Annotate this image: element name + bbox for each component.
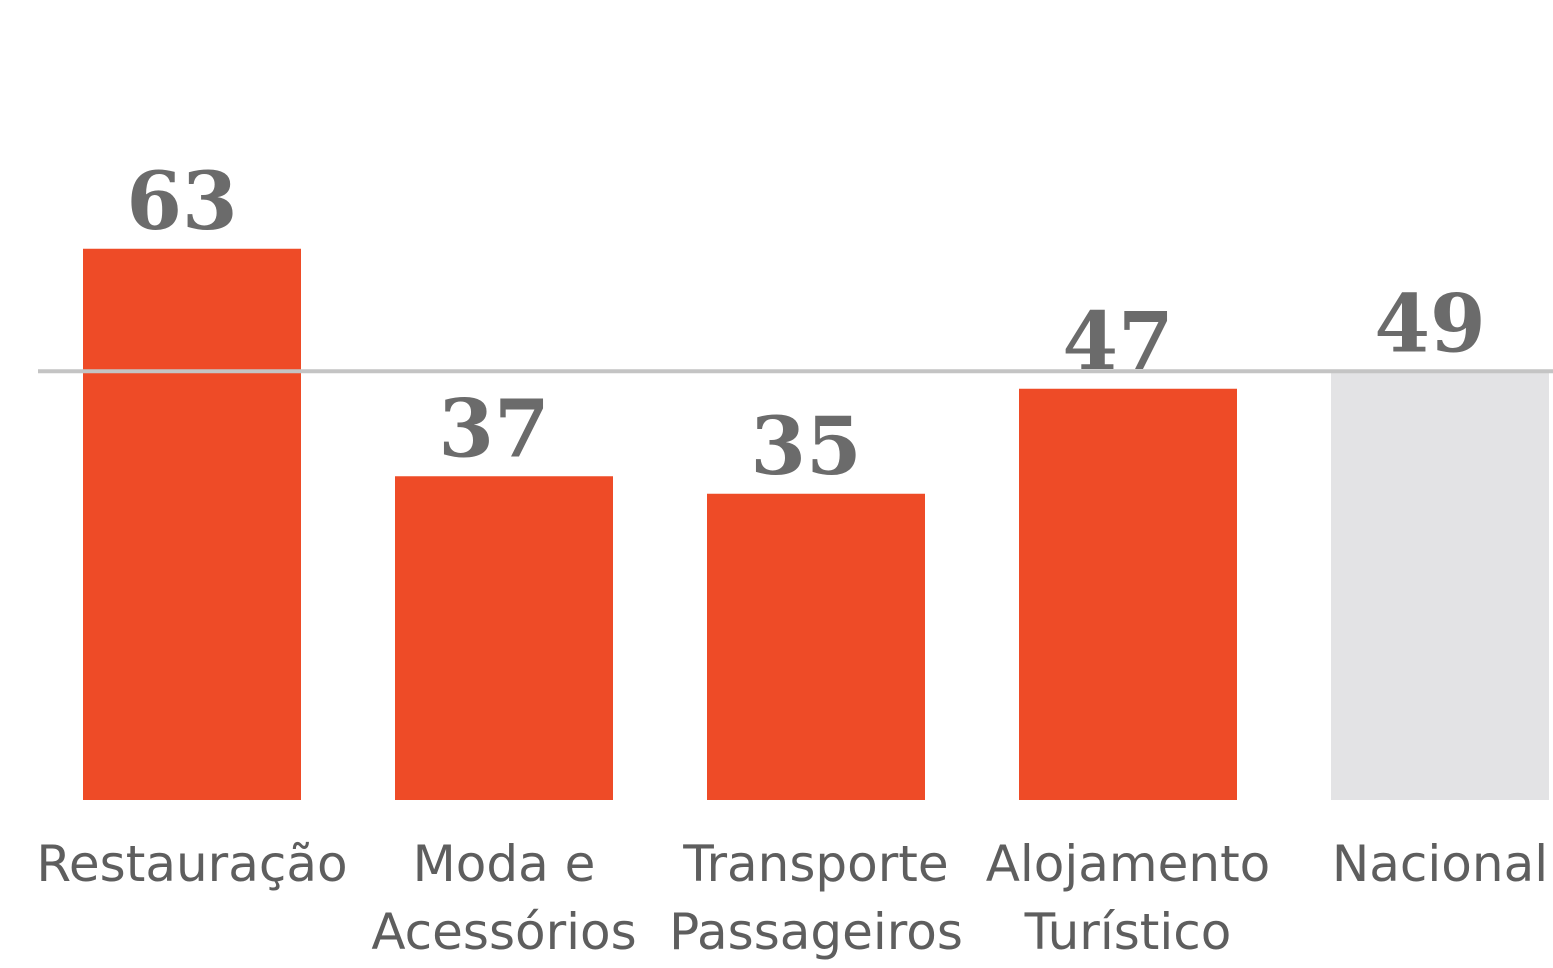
x-tick-label: Moda e Acessórios xyxy=(371,835,637,961)
x-tick-label: Restauração xyxy=(36,835,348,893)
x-tick-label: Transporte Passageiros xyxy=(669,835,963,961)
x-tick-label: Alojamento Turístico xyxy=(985,835,1271,961)
value-label: 35 xyxy=(750,399,861,493)
bar xyxy=(395,476,613,800)
bar xyxy=(83,248,301,800)
value-label: 49 xyxy=(1374,276,1485,370)
value-label: 63 xyxy=(126,154,237,248)
x-tick-label: Nacional xyxy=(1331,835,1549,893)
bar xyxy=(707,493,925,800)
value-label: 47 xyxy=(1062,294,1173,388)
bar xyxy=(1019,388,1237,800)
value-label: 37 xyxy=(438,381,549,475)
bar xyxy=(1331,371,1549,800)
